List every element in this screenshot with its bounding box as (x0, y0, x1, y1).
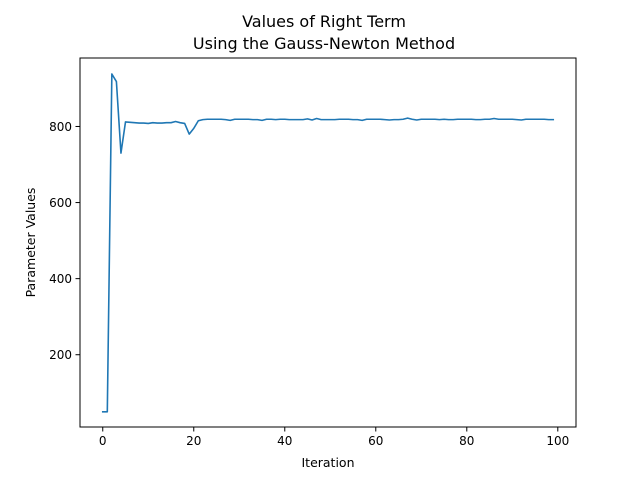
x-tick-label: 80 (459, 434, 474, 448)
axes-frame (79, 57, 577, 428)
y-axis-ticks: 200 400 600 800 (49, 120, 80, 362)
y-tick-label: 800 (49, 120, 72, 134)
series-line-1 (101, 73, 555, 413)
plot-area (101, 73, 555, 413)
x-tick-label: 20 (186, 434, 201, 448)
x-axis-label: Iteration (301, 455, 354, 470)
y-tick-label: 600 (49, 196, 72, 210)
chart-title-line-1: Values of Right Term (242, 12, 406, 31)
y-axis-label: Parameter Values (23, 188, 38, 298)
x-tick-label: 40 (277, 434, 292, 448)
x-tick-label: 100 (546, 434, 569, 448)
x-axis-ticks: 0 20 40 60 80 100 (99, 427, 569, 448)
x-tick-label: 60 (368, 434, 383, 448)
y-tick-label: 200 (49, 348, 72, 362)
chart-title-line-2: Using the Gauss-Newton Method (193, 34, 455, 53)
x-tick-label: 0 (99, 434, 107, 448)
y-tick-label: 400 (49, 272, 72, 286)
